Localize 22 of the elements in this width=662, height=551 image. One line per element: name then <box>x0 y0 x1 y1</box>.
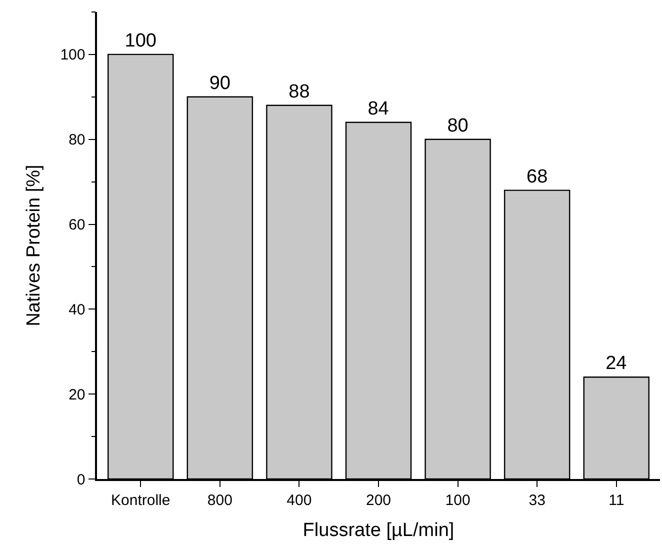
x-tick-label: 33 <box>528 492 546 509</box>
data-label: 84 <box>368 98 390 120</box>
x-tick-label: 400 <box>286 492 312 509</box>
data-label: 68 <box>526 166 548 188</box>
y-tick-label: 0 <box>76 471 86 488</box>
x-tick-label: 11 <box>608 492 624 509</box>
data-label: 24 <box>606 353 628 374</box>
data-label: 80 <box>447 115 468 136</box>
x-tick-label: 800 <box>207 492 232 509</box>
x-tick-label: Kontrolle <box>111 492 170 509</box>
y-tick-label: 60 <box>68 216 86 234</box>
data-label: 88 <box>288 81 310 102</box>
x-axis-title: Flussrate [µL/min] <box>302 520 454 542</box>
data-label: 90 <box>209 72 230 94</box>
y-tick-label: 20 <box>68 386 86 404</box>
x-tick-label: 200 <box>366 492 392 509</box>
x-tick-label: 100 <box>445 492 470 509</box>
y-tick-label: 100 <box>60 46 86 64</box>
y-tick-label: 40 <box>68 301 86 318</box>
data-label: 100 <box>124 30 156 52</box>
y-tick-label: 80 <box>68 132 86 149</box>
y-axis-title: Natives Protein [%] <box>24 164 45 326</box>
